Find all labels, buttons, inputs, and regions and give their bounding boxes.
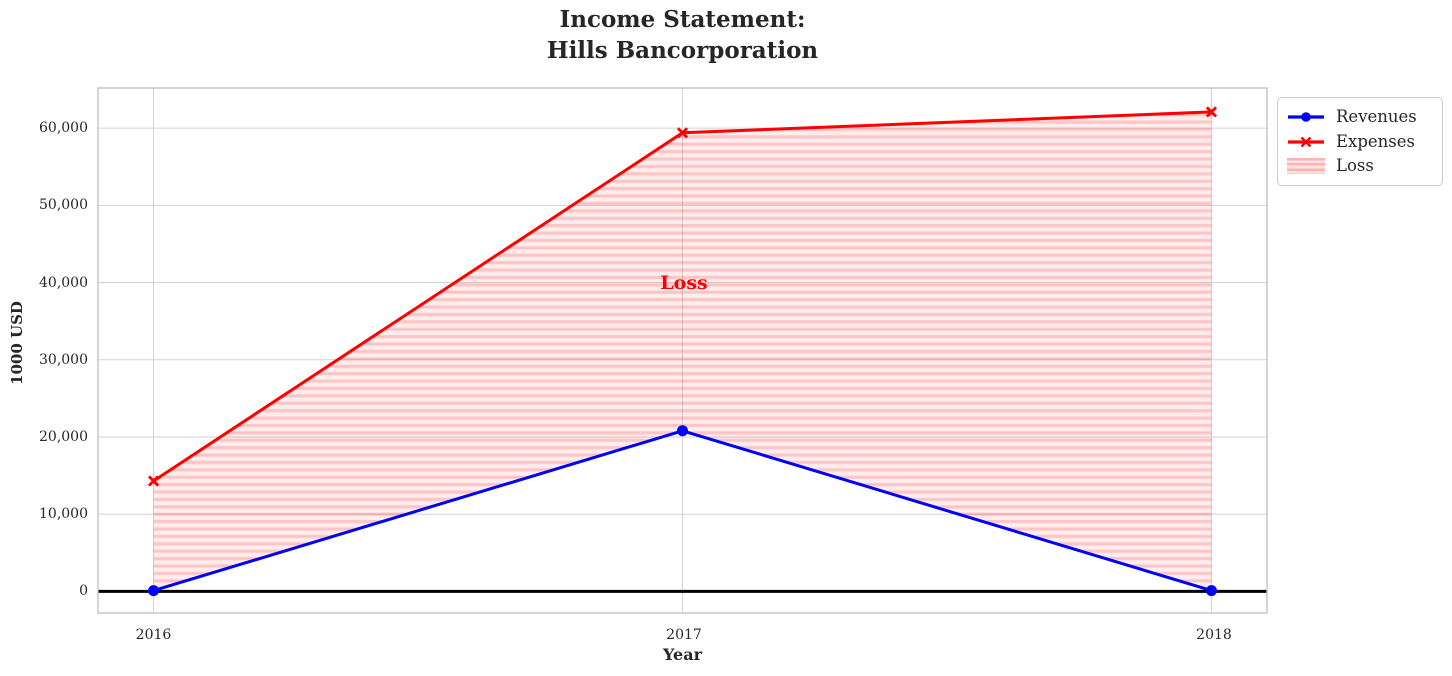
legend-item-revenues: Revenues: [1287, 105, 1433, 129]
expenses-marker: [1205, 106, 1218, 118]
axes-spine: [97, 87, 1268, 614]
y-tick-50000: 50,000: [39, 197, 88, 213]
loss-hatch-icon: [1287, 158, 1325, 174]
legend: Revenues Expenses Loss: [1277, 97, 1443, 186]
y-tick-20000: 20,000: [39, 429, 88, 445]
y-tick-10000: 10,000: [39, 506, 88, 522]
revenues-marker: [148, 585, 160, 597]
legend-item-expenses: Expenses: [1287, 130, 1433, 154]
loss-area: [153, 111, 1212, 591]
x-tick-2017: 2017: [666, 627, 702, 643]
legend-item-loss: Loss: [1287, 154, 1433, 178]
loss-annotation: Loss: [660, 272, 708, 294]
chart-title-line-2: Hills Bancorporation: [546, 37, 819, 64]
revenues-line-icon: [1288, 112, 1324, 122]
y-tick-40000: 40,000: [39, 274, 88, 291]
x-tick-2016: 2016: [135, 627, 172, 643]
legend-label-loss: Loss: [1336, 156, 1374, 175]
x-tick-2018: 2018: [1196, 627, 1232, 643]
revenues-marker: [677, 425, 688, 437]
y-tick-30000: 30,000: [39, 351, 88, 368]
revenues-marker: [1205, 585, 1217, 597]
y-tick-0: 0: [79, 583, 88, 599]
x-axis-label: Year: [662, 645, 702, 664]
expenses-marker: [147, 475, 160, 487]
y-axis-label: 1000 USD: [8, 301, 26, 385]
chart-title: Income Statement: Hills Bancorporation: [98, 4, 1267, 66]
legend-label-expenses: Expenses: [1336, 131, 1416, 151]
chart-title-line-1: Income Statement:: [559, 6, 806, 33]
legend-label-revenues: Revenues: [1336, 107, 1417, 126]
expenses-marker: [676, 127, 689, 139]
expenses-line-icon: [1288, 136, 1324, 147]
y-tick-60000: 60,000: [39, 120, 88, 136]
